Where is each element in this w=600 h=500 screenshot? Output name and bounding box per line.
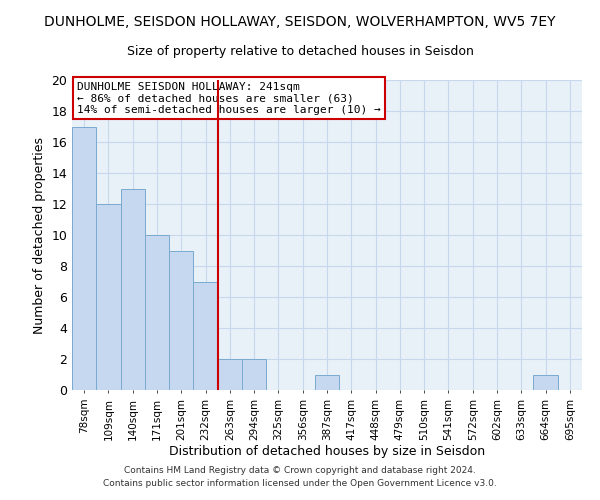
Bar bbox=[218, 359, 242, 390]
Text: DUNHOLME SEISDON HOLLAWAY: 241sqm
← 86% of detached houses are smaller (63)
14% : DUNHOLME SEISDON HOLLAWAY: 241sqm ← 86% … bbox=[77, 82, 381, 115]
Bar bbox=[193, 282, 218, 390]
Bar bbox=[72, 126, 96, 390]
Text: Contains HM Land Registry data © Crown copyright and database right 2024.
Contai: Contains HM Land Registry data © Crown c… bbox=[103, 466, 497, 487]
Bar bbox=[145, 235, 169, 390]
X-axis label: Distribution of detached houses by size in Seisdon: Distribution of detached houses by size … bbox=[169, 446, 485, 458]
Bar bbox=[121, 188, 145, 390]
Bar bbox=[242, 359, 266, 390]
Bar bbox=[315, 374, 339, 390]
Bar bbox=[96, 204, 121, 390]
Bar bbox=[533, 374, 558, 390]
Text: DUNHOLME, SEISDON HOLLAWAY, SEISDON, WOLVERHAMPTON, WV5 7EY: DUNHOLME, SEISDON HOLLAWAY, SEISDON, WOL… bbox=[44, 15, 556, 29]
Y-axis label: Number of detached properties: Number of detached properties bbox=[33, 136, 46, 334]
Text: Size of property relative to detached houses in Seisdon: Size of property relative to detached ho… bbox=[127, 45, 473, 58]
Bar bbox=[169, 250, 193, 390]
